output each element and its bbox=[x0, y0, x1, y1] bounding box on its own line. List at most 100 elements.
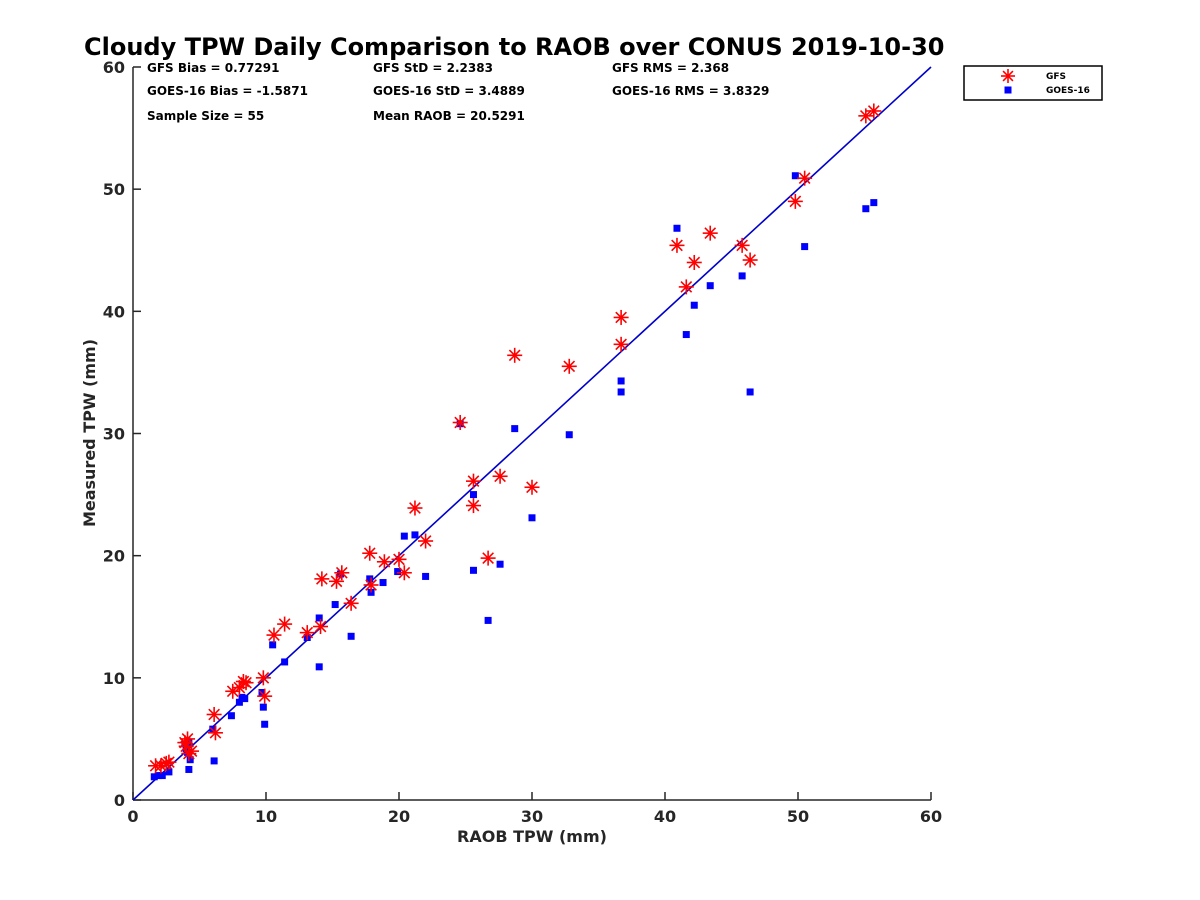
goes16-point bbox=[870, 199, 878, 207]
y-tick-label: 0 bbox=[114, 791, 125, 810]
x-tick-label: 20 bbox=[388, 807, 410, 826]
gfs-point bbox=[858, 108, 874, 124]
gfs-point bbox=[328, 573, 344, 589]
goes16-point bbox=[158, 772, 166, 780]
stat-gfs-rms: GFS RMS = 2.368 bbox=[612, 61, 729, 75]
stat-mean-raob: Mean RAOB = 20.5291 bbox=[373, 109, 525, 123]
legend-goes16-label: GOES-16 bbox=[1046, 86, 1090, 96]
y-tick-label: 30 bbox=[103, 425, 125, 444]
goes16-point bbox=[331, 601, 339, 609]
gfs-point bbox=[207, 725, 223, 741]
legend-gfs-asterisk bbox=[1001, 69, 1015, 83]
gfs-point bbox=[343, 595, 359, 611]
stat-goes-bias: GOES-16 Bias = -1.5871 bbox=[147, 84, 308, 98]
legend-goes16-marker bbox=[1004, 86, 1012, 94]
goes16-point bbox=[165, 768, 173, 776]
x-tick-label: 30 bbox=[521, 807, 543, 826]
gfs-point bbox=[161, 754, 177, 770]
goes16-point bbox=[154, 772, 162, 780]
goes16-point bbox=[261, 720, 269, 728]
gfs-point bbox=[734, 237, 750, 253]
goes16-point bbox=[682, 331, 690, 339]
goes16-point bbox=[315, 614, 323, 622]
y-tick-label: 10 bbox=[103, 669, 125, 688]
gfs-point bbox=[797, 170, 813, 186]
legend-goes16-square bbox=[1004, 86, 1012, 94]
gfs-point bbox=[866, 103, 882, 119]
goes16-point bbox=[746, 388, 754, 396]
goes16-point bbox=[801, 243, 809, 251]
gfs-point bbox=[465, 473, 481, 489]
x-tick-label: 60 bbox=[920, 807, 942, 826]
gfs-point bbox=[686, 254, 702, 270]
gfs-point bbox=[376, 554, 392, 570]
gfs-point bbox=[299, 625, 315, 641]
goes16-point bbox=[496, 560, 504, 568]
goes16-point bbox=[400, 532, 408, 540]
goes16-point bbox=[690, 301, 698, 309]
gfs-point bbox=[334, 565, 350, 581]
gfs-point bbox=[206, 706, 222, 722]
gfs-point bbox=[524, 479, 540, 495]
stats-block: GFS Bias = 0.77291 GFS StD = 2.2383 GFS … bbox=[147, 61, 769, 123]
goes16-point bbox=[738, 272, 746, 280]
goes16-point bbox=[241, 695, 249, 703]
goes16-point bbox=[186, 756, 194, 764]
goes16-point bbox=[706, 282, 714, 290]
y-axis-label: Measured TPW (mm) bbox=[80, 339, 99, 527]
gfs-point bbox=[613, 309, 629, 325]
goes16-point bbox=[411, 531, 419, 539]
axes: 0 10 20 30 40 50 60 0 10 20 30 40 50 60 bbox=[103, 58, 942, 826]
gfs-point bbox=[507, 347, 523, 363]
gfs-point bbox=[480, 550, 496, 566]
gfs-point bbox=[787, 193, 803, 209]
x-tick-label: 40 bbox=[654, 807, 676, 826]
goes16-point bbox=[617, 377, 625, 385]
gfs-point bbox=[391, 551, 407, 567]
stat-goes-std: GOES-16 StD = 3.4889 bbox=[373, 84, 525, 98]
y-tick-label: 60 bbox=[103, 58, 125, 77]
x-tick-label: 10 bbox=[255, 807, 277, 826]
gfs-point bbox=[266, 627, 282, 643]
gfs-point bbox=[158, 755, 174, 771]
goes16-point bbox=[269, 641, 277, 649]
goes16-point bbox=[347, 632, 355, 640]
x-tick-label: 0 bbox=[127, 807, 138, 826]
gfs-point bbox=[418, 533, 434, 549]
gfs-point bbox=[407, 500, 423, 516]
gfs-point bbox=[561, 358, 577, 374]
gfs-point bbox=[313, 619, 329, 635]
goes16-point bbox=[422, 572, 430, 580]
stat-gfs-std: GFS StD = 2.2383 bbox=[373, 61, 493, 75]
goes16-point bbox=[150, 773, 158, 781]
goes16-point bbox=[227, 712, 235, 720]
goes16-point bbox=[235, 698, 243, 706]
gfs-point bbox=[613, 336, 629, 352]
goes16-point bbox=[469, 566, 477, 574]
gfs-point bbox=[314, 571, 330, 587]
gfs-point bbox=[238, 675, 254, 691]
gfs-point bbox=[465, 498, 481, 514]
goes16-point bbox=[281, 658, 289, 666]
goes16-point bbox=[484, 616, 492, 624]
gfs-point bbox=[184, 743, 200, 759]
y-tick-label: 40 bbox=[103, 302, 125, 321]
goes16-point bbox=[673, 224, 681, 232]
gfs-point bbox=[362, 545, 378, 561]
goes16-point bbox=[862, 205, 870, 213]
y-tick-label: 50 bbox=[103, 180, 125, 199]
stat-sample-size: Sample Size = 55 bbox=[147, 109, 264, 123]
stat-gfs-bias: GFS Bias = 0.77291 bbox=[147, 61, 279, 75]
gfs-point bbox=[235, 673, 251, 689]
legend-gfs-marker bbox=[1001, 69, 1015, 83]
gfs-point bbox=[742, 252, 758, 268]
goes16-point bbox=[210, 757, 218, 765]
gfs-point bbox=[180, 731, 196, 747]
goes16-point bbox=[511, 425, 519, 433]
goes16-point bbox=[366, 575, 374, 583]
gfs-point bbox=[492, 468, 508, 484]
gfs-point bbox=[363, 577, 379, 593]
legend: GFS GOES-16 bbox=[963, 65, 1103, 101]
one-to-one-line bbox=[132, 66, 932, 801]
